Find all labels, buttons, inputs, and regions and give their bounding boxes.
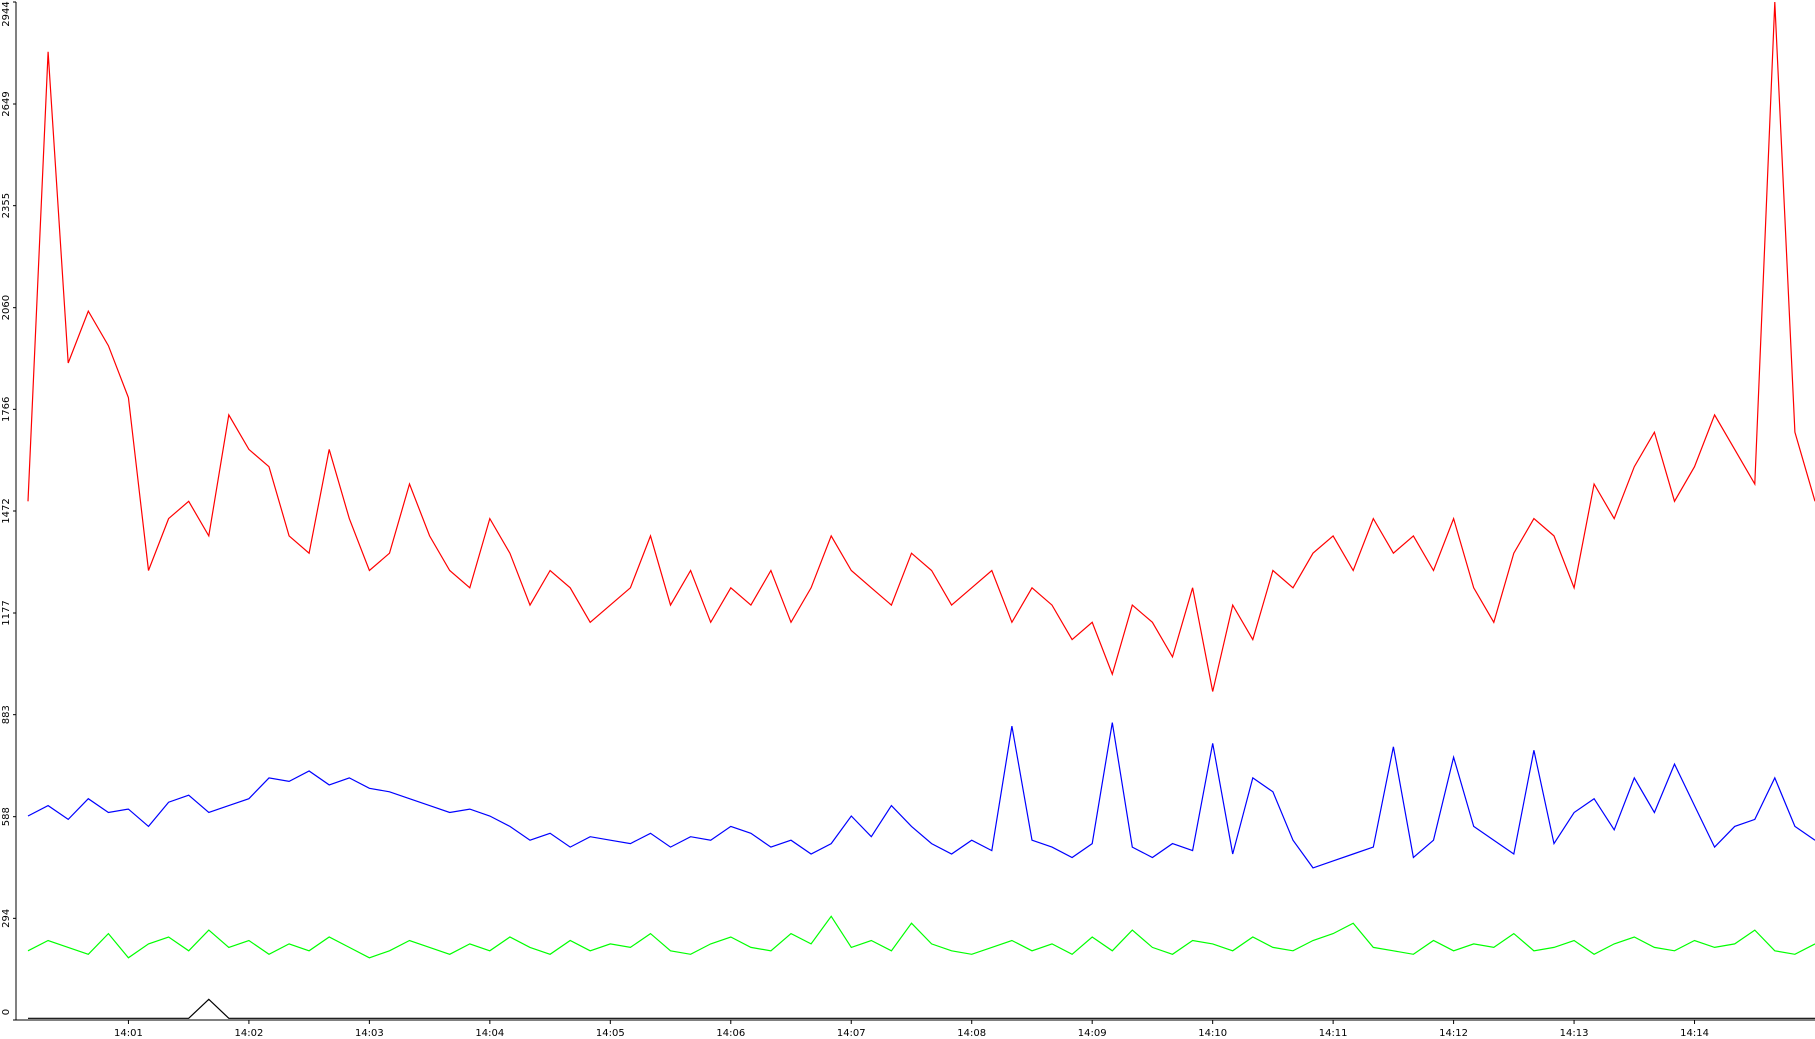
x-tick-label: 14:06: [716, 1028, 745, 1039]
x-tick-label: 14:02: [234, 1028, 263, 1039]
x-tick-label: 14:04: [475, 1028, 504, 1039]
series-line: [28, 998, 1815, 1019]
x-tick-label: 14:08: [957, 1028, 986, 1039]
x-tick-label: 14:03: [355, 1028, 384, 1039]
y-tick-label: 2649: [1, 91, 12, 116]
x-tick-label: 14:12: [1439, 1028, 1468, 1039]
x-tick-label: 14:05: [596, 1028, 625, 1039]
y-tick-label: 0: [1, 1009, 12, 1015]
series-line: [27, 722, 1815, 869]
y-tick-label: 2060: [1, 295, 12, 320]
y-tick-label: 588: [1, 807, 12, 826]
x-tick-label: 14:13: [1560, 1028, 1589, 1039]
y-tick-label: 294: [1, 909, 12, 928]
y-tick-label: 1472: [1, 498, 12, 523]
y-tick-label: 2355: [1, 193, 12, 218]
x-tick-label: 14:09: [1078, 1028, 1107, 1039]
x-tick-label: 14:10: [1198, 1028, 1227, 1039]
x-tick-label: 14:07: [837, 1028, 866, 1039]
x-tick-label: 14:01: [114, 1028, 143, 1039]
series-line: [27, 1, 1815, 692]
x-tick-label: 14:14: [1680, 1028, 1709, 1039]
series-line: [27, 915, 1815, 959]
y-tick-label: 1766: [1, 397, 12, 422]
y-tick-label: 2944: [1, 1, 12, 26]
y-tick-label: 1177: [1, 600, 12, 625]
x-tick-label: 14:11: [1319, 1028, 1348, 1039]
y-tick-label: 883: [1, 705, 12, 724]
